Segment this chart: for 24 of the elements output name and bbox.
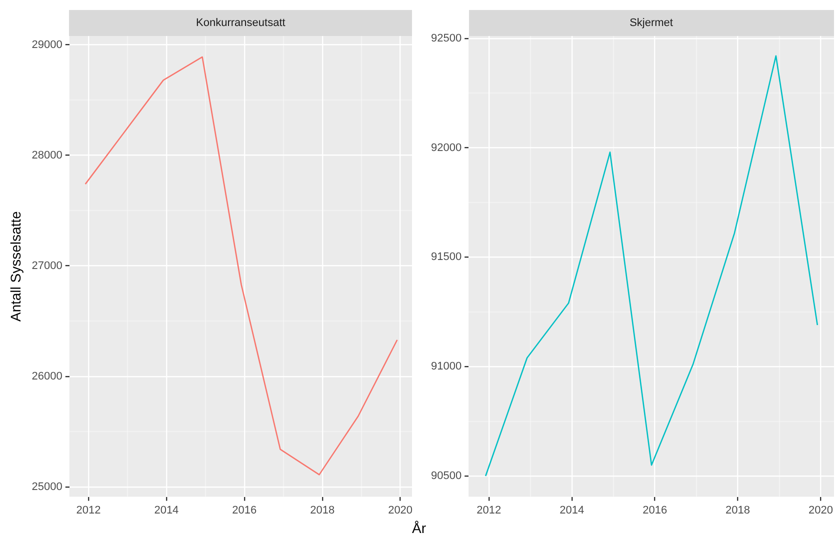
x-tick-label: 2016 [642, 504, 668, 516]
y-tick-label: 27000 [32, 260, 62, 272]
y-tick-label: 26000 [32, 370, 62, 382]
y-tick-label: 28000 [32, 149, 62, 162]
y-tick-label: 29000 [32, 38, 62, 51]
x-tick-label: 2014 [560, 504, 584, 516]
x-tick-label: 2014 [154, 504, 179, 516]
y-tick-label: 91000 [430, 360, 462, 373]
x-tick-label: 2018 [726, 504, 750, 516]
x-tick-label: 2018 [310, 504, 335, 516]
x-tick-label: 2020 [388, 504, 413, 516]
x-axis-title: År [412, 520, 426, 536]
y-axis-title: Antall Sysselsatte [7, 210, 24, 322]
chart-title: Konkurranseutsatt [69, 10, 412, 36]
y-tick-label: 92500 [430, 32, 462, 44]
y-tick-label: 92000 [430, 142, 462, 154]
y-tick-label: 91500 [430, 251, 462, 264]
x-tick-label: 2012 [76, 504, 101, 516]
chart-title: Skjermet [468, 10, 834, 36]
x-tick-label: 2012 [476, 504, 502, 516]
y-tick-label: 90500 [430, 470, 462, 482]
x-tick-label: 2016 [232, 504, 257, 516]
x-tick-label: 2020 [808, 504, 833, 516]
y-tick-label: 25000 [32, 480, 62, 493]
